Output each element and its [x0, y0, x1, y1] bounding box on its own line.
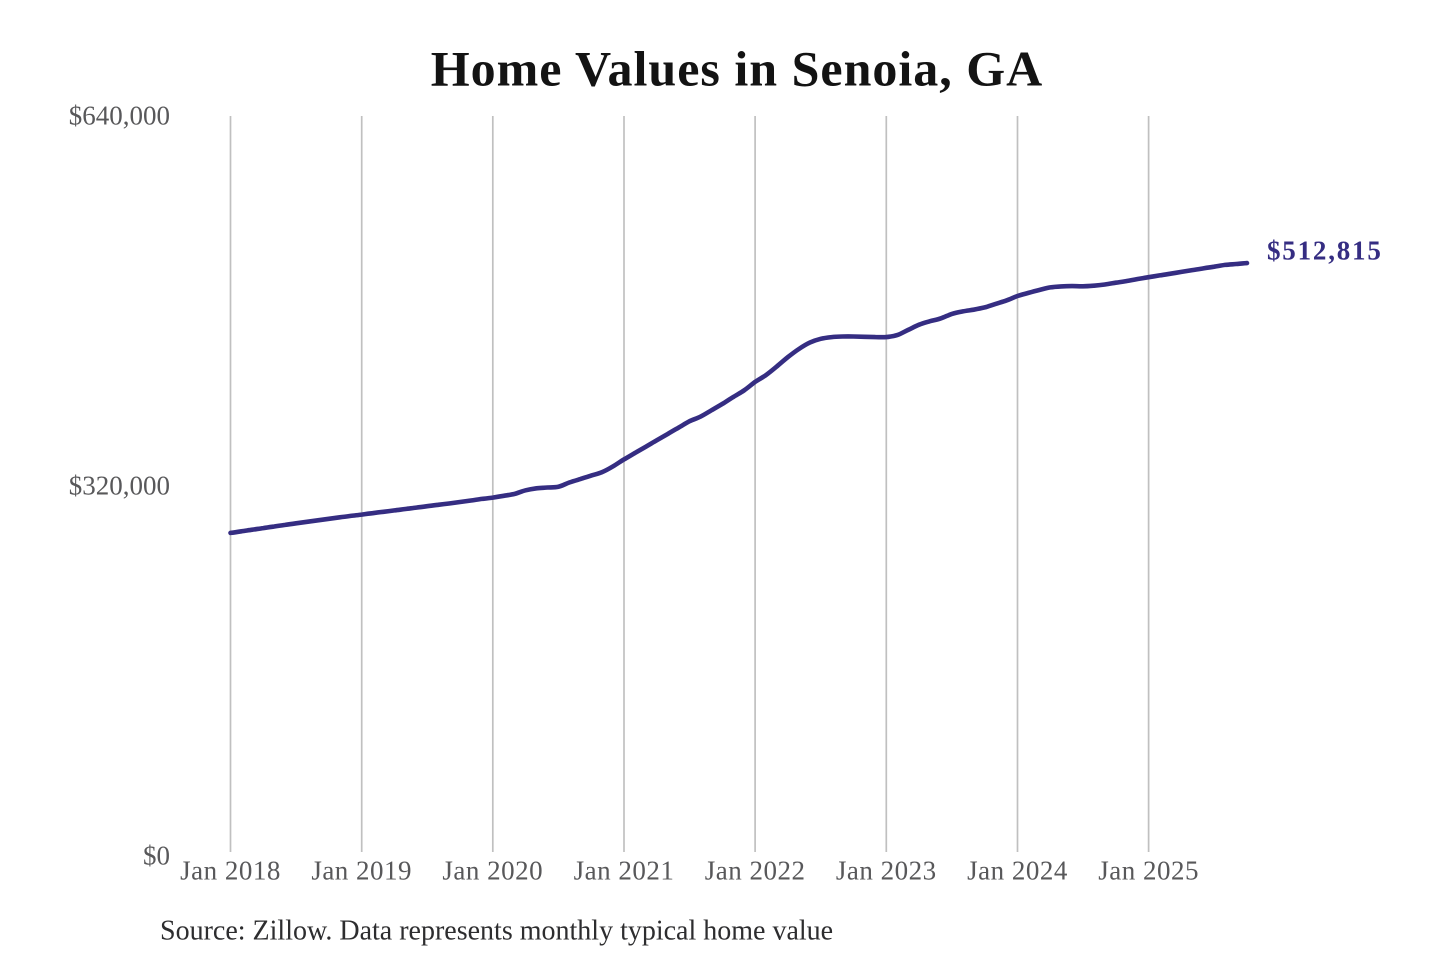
svg-text:Jan 2018: Jan 2018	[180, 856, 281, 886]
svg-text:Jan 2024: Jan 2024	[967, 856, 1068, 886]
svg-text:Jan 2025: Jan 2025	[1098, 856, 1199, 886]
svg-text:Home Values in Senoia, GA: Home Values in Senoia, GA	[431, 41, 1044, 97]
svg-text:Jan 2021: Jan 2021	[574, 856, 675, 886]
svg-text:$0: $0	[143, 840, 170, 870]
svg-text:Jan 2019: Jan 2019	[311, 856, 412, 886]
svg-text:$512,815: $512,815	[1267, 236, 1383, 266]
svg-text:Jan 2020: Jan 2020	[442, 856, 543, 886]
svg-text:Jan 2023: Jan 2023	[836, 856, 937, 886]
svg-text:Jan 2022: Jan 2022	[705, 856, 806, 886]
svg-text:$640,000: $640,000	[69, 100, 170, 130]
svg-text:$320,000: $320,000	[69, 470, 170, 500]
svg-text:Source: Zillow. Data represent: Source: Zillow. Data represents monthly …	[160, 916, 833, 947]
